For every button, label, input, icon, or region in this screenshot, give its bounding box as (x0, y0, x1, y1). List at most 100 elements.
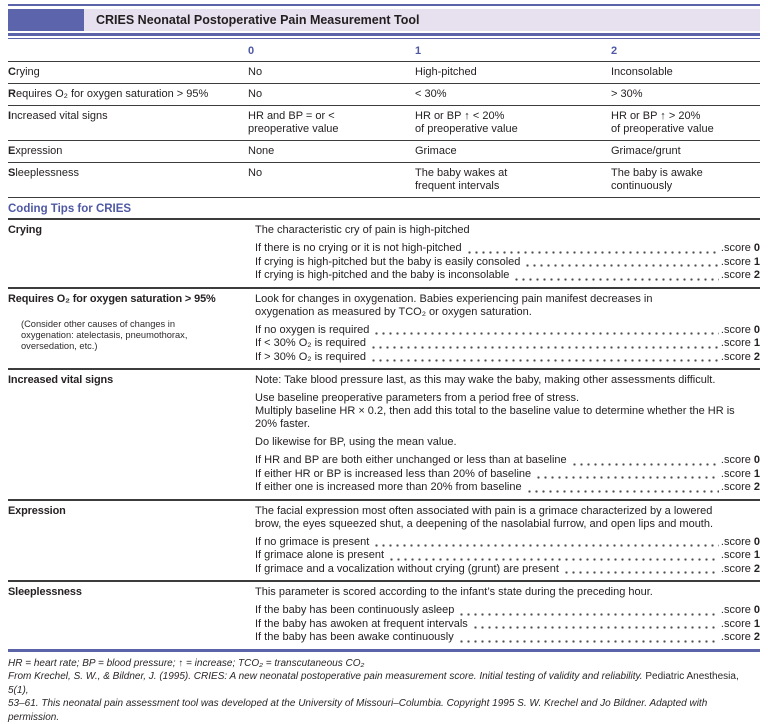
row-label: Crying (8, 66, 248, 79)
coding-tip-vital-signs: Increased vital signs Note: Take blood p… (8, 370, 760, 501)
dot-leader (373, 544, 719, 547)
score-value: 1 (754, 549, 760, 563)
score-cell: None (248, 145, 415, 158)
coding-tip-oxygen: Requires O₂ for oxygen saturation > 95% … (8, 289, 760, 371)
score-value: 2 (754, 631, 760, 645)
col-header-2: 2 (611, 45, 760, 58)
score-line: If there is no crying or it is not high-… (255, 242, 760, 256)
col-header-1: 1 (415, 45, 611, 58)
coding-tip-sleeplessness: Sleeplessness This parameter is scored a… (8, 582, 760, 649)
score-cell: HR and BP = or <preoperative value (248, 110, 415, 136)
score-value: 0 (754, 536, 760, 550)
score-value: 0 (754, 454, 760, 468)
document-page: CRIES Neonatal Postoperative Pain Measur… (0, 4, 768, 724)
dot-leader (571, 463, 719, 466)
tip-label: Sleeplessness (8, 586, 255, 599)
coding-tips-title: Coding Tips for CRIES (8, 198, 760, 220)
tip-label: Requires O₂ for oxygen saturation > 95% (8, 293, 255, 306)
citation-line-1: From Krechel, S. W., & Bildner, J. (1995… (8, 670, 760, 697)
score-cell: < 30% (415, 88, 611, 101)
footnotes: HR = heart rate; BP = blood pressure; ↑ … (8, 657, 760, 724)
dot-leader (472, 626, 719, 629)
dot-leader (458, 640, 719, 643)
coding-tip-expression: Expression The facial expression most of… (8, 501, 760, 583)
score-value: 1 (754, 256, 760, 270)
tip-label: Crying (8, 224, 255, 237)
score-line: If either one is increased more than 20%… (255, 481, 760, 495)
score-value: 1 (754, 337, 760, 351)
row-label: Sleeplessness (8, 167, 248, 193)
tip-note: (Consider other causes of changes in oxy… (8, 319, 255, 352)
score-value: 2 (754, 481, 760, 495)
dot-leader (370, 346, 719, 349)
score-cell: No (248, 66, 415, 79)
title-accent-block (8, 9, 84, 31)
dot-leader (370, 359, 719, 362)
dot-leader (466, 251, 719, 254)
score-value: 0 (754, 604, 760, 618)
score-cell: HR or BP ↑ > 20%of preoperative value (611, 110, 760, 136)
score-line: If either HR or BP is increased less tha… (255, 468, 760, 482)
dot-leader (388, 558, 719, 561)
score-line: If the baby has awoken at frequent inter… (255, 618, 760, 632)
tip-label: Expression (8, 505, 255, 518)
score-line: If the baby has been continuously asleep… (255, 604, 760, 618)
bottom-rule (8, 649, 760, 652)
title-band: CRIES Neonatal Postoperative Pain Measur… (8, 9, 760, 31)
title-band-background: CRIES Neonatal Postoperative Pain Measur… (84, 9, 760, 31)
score-line: If crying is high-pitched but the baby i… (255, 256, 760, 270)
score-value: 2 (754, 269, 760, 283)
score-line: If crying is high-pitched and the baby i… (255, 269, 760, 283)
score-line: If grimace and a vocalization without cr… (255, 563, 760, 577)
score-value: 0 (754, 242, 760, 256)
tip-paragraph: Do likewise for BP, using the mean value… (255, 436, 760, 449)
score-value: 0 (754, 324, 760, 338)
score-cell: Grimace/grunt (611, 145, 760, 158)
dot-leader (373, 332, 719, 335)
scoring-table-header: 0 1 2 (8, 39, 760, 62)
tip-paragraph: This parameter is scored according to th… (255, 586, 760, 599)
coding-tip-crying: Crying The characteristic cry of pain is… (8, 220, 760, 289)
score-cell: Inconsolable (611, 66, 760, 79)
dot-leader (535, 476, 719, 479)
scoring-table: 0 1 2 Crying No High-pitched Inconsolabl… (8, 39, 760, 198)
score-line: If the baby has been awake continuously.… (255, 631, 760, 645)
scoring-row-crying: Crying No High-pitched Inconsolable (8, 62, 760, 84)
document-title: CRIES Neonatal Postoperative Pain Measur… (96, 13, 419, 27)
score-cell: No (248, 88, 415, 101)
citation-line-2: 53–61. This neonatal pain assessment too… (8, 697, 760, 724)
tip-label: Increased vital signs (8, 374, 255, 387)
dot-leader (524, 264, 719, 267)
tip-paragraph: Use baseline preoperative parameters fro… (255, 392, 760, 431)
score-value: 2 (754, 351, 760, 365)
scoring-row-oxygen: Requires O₂ for oxygen saturation > 95% … (8, 84, 760, 106)
score-cell: HR or BP ↑ < 20%of preoperative value (415, 110, 611, 136)
col-header-blank (8, 45, 248, 58)
dot-leader (458, 613, 719, 616)
top-rule (8, 4, 760, 6)
score-cell: No (248, 167, 415, 193)
scoring-row-expression: Expression None Grimace Grimace/grunt (8, 141, 760, 163)
row-label: Increased vital signs (8, 110, 248, 136)
score-cell: High-pitched (415, 66, 611, 79)
score-line: If HR and BP are both either unchanged o… (255, 454, 760, 468)
band-underline-thick (8, 33, 760, 36)
dot-leader (513, 278, 719, 281)
journal-name: Pediatric Anesthesia, (645, 671, 738, 682)
tip-paragraph: Note: Take blood pressure last, as this … (255, 374, 760, 387)
col-header-0: 0 (248, 45, 415, 58)
tip-paragraph: The characteristic cry of pain is high-p… (255, 224, 760, 237)
score-cell: > 30% (611, 88, 760, 101)
score-value: 1 (754, 468, 760, 482)
score-value: 2 (754, 563, 760, 577)
score-cell: Grimace (415, 145, 611, 158)
row-label: Requires O₂ for oxygen saturation > 95% (8, 88, 248, 101)
